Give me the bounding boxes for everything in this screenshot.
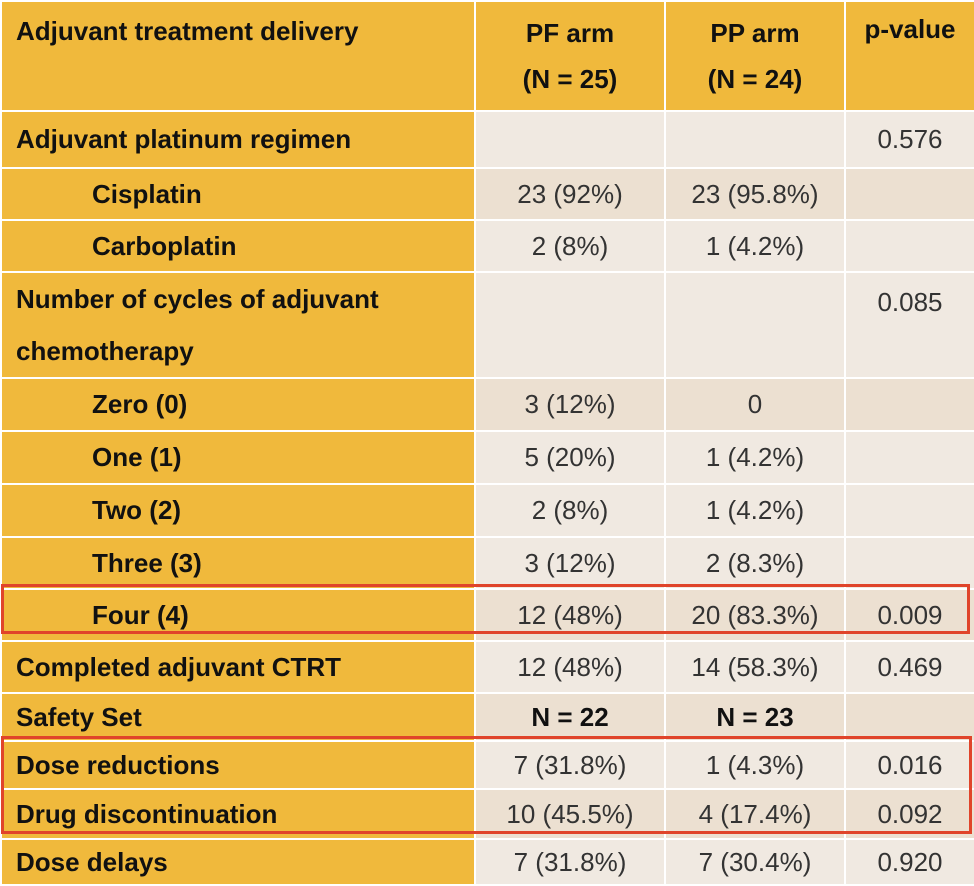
pp-value: 23 (95.8%) <box>664 167 846 221</box>
header-pf-name: PF arm <box>525 18 615 48</box>
header-pp-n: (N = 24) <box>707 64 803 94</box>
pf-value <box>474 271 666 379</box>
pf-value: 5 (20%) <box>474 430 666 485</box>
row-label: Two (2) <box>0 483 476 538</box>
row-label: Four (4) <box>0 588 476 642</box>
row-label: Zero (0) <box>0 377 476 432</box>
pp-value: 14 (58.3%) <box>664 640 846 694</box>
table-row: Three (3) 3 (12%) 2 (8.3%) <box>0 536 974 590</box>
table-row: Dose reductions 7 (31.8%) 1 (4.3%) 0.016 <box>0 740 974 790</box>
table-row: Dose delays 7 (31.8%) 7 (30.4%) 0.920 <box>0 838 974 886</box>
row-label: Cisplatin <box>0 167 476 221</box>
pp-value: 1 (4.2%) <box>664 483 846 538</box>
pf-value: 3 (12%) <box>474 536 666 590</box>
table-row: Adjuvant platinum regimen 0.576 <box>0 110 974 169</box>
table-row: Drug discontinuation 10 (45.5%) 4 (17.4%… <box>0 788 974 840</box>
p-value: 0.092 <box>844 788 974 840</box>
p-value <box>844 377 974 432</box>
row-label: Three (3) <box>0 536 476 590</box>
p-value: 0.009 <box>844 588 974 642</box>
header-row: Adjuvant treatment delivery PF arm (N = … <box>0 0 974 112</box>
row-label-line1: Number of cycles of adjuvant <box>16 284 379 314</box>
pf-value: 3 (12%) <box>474 377 666 432</box>
pp-value: 0 <box>664 377 846 432</box>
row-label: Dose delays <box>0 838 476 886</box>
pf-value: 7 (31.8%) <box>474 838 666 886</box>
pf-value: 10 (45.5%) <box>474 788 666 840</box>
p-value: 0.469 <box>844 640 974 694</box>
row-label: Number of cycles of adjuvant chemotherap… <box>0 271 476 379</box>
p-value <box>844 430 974 485</box>
row-label: Drug discontinuation <box>0 788 476 840</box>
pp-value: 1 (4.3%) <box>664 740 846 790</box>
p-value: 0.576 <box>844 110 974 169</box>
pp-value: 4 (17.4%) <box>664 788 846 840</box>
p-value: 0.085 <box>844 271 974 379</box>
pf-value: 2 (8%) <box>474 483 666 538</box>
pp-value: 7 (30.4%) <box>664 838 846 886</box>
p-value: 0.920 <box>844 838 974 886</box>
p-value <box>844 219 974 273</box>
row-label: Completed adjuvant CTRT <box>0 640 476 694</box>
row-label: One (1) <box>0 430 476 485</box>
header-pp-name: PP arm <box>710 18 800 48</box>
p-value <box>844 483 974 538</box>
pf-value: 12 (48%) <box>474 588 666 642</box>
header-col-pf: PF arm (N = 25) <box>474 0 666 112</box>
table-row: One (1) 5 (20%) 1 (4.2%) <box>0 430 974 485</box>
row-label: Adjuvant platinum regimen <box>0 110 476 169</box>
pp-value: 1 (4.2%) <box>664 219 846 273</box>
pp-value: 1 (4.2%) <box>664 430 846 485</box>
pf-value: 7 (31.8%) <box>474 740 666 790</box>
header-col-treatment: Adjuvant treatment delivery <box>0 0 476 112</box>
row-label-line2: chemotherapy <box>16 336 194 366</box>
header-col-pp: PP arm (N = 24) <box>664 0 846 112</box>
row-label: Dose reductions <box>0 740 476 790</box>
row-label: Safety Set <box>0 692 476 742</box>
header-col-pvalue: p-value <box>844 0 974 112</box>
p-value <box>844 536 974 590</box>
header-pf-n: (N = 25) <box>522 64 618 94</box>
table-row: Cisplatin 23 (92%) 23 (95.8%) <box>0 167 974 221</box>
table-row: Number of cycles of adjuvant chemotherap… <box>0 271 974 379</box>
pf-value <box>474 110 666 169</box>
pp-value: N = 23 <box>664 692 846 742</box>
pp-value <box>664 271 846 379</box>
table-row: Safety Set N = 22 N = 23 <box>0 692 974 742</box>
table-row: Two (2) 2 (8%) 1 (4.2%) <box>0 483 974 538</box>
table-row: Completed adjuvant CTRT 12 (48%) 14 (58.… <box>0 640 974 694</box>
pp-value: 2 (8.3%) <box>664 536 846 590</box>
pf-value: 12 (48%) <box>474 640 666 694</box>
pp-value <box>664 110 846 169</box>
pf-value: 2 (8%) <box>474 219 666 273</box>
row-label: Carboplatin <box>0 219 476 273</box>
p-value <box>844 167 974 221</box>
p-value: 0.016 <box>844 740 974 790</box>
pf-value: 23 (92%) <box>474 167 666 221</box>
table-row: Zero (0) 3 (12%) 0 <box>0 377 974 432</box>
table-row: Carboplatin 2 (8%) 1 (4.2%) <box>0 219 974 273</box>
p-value <box>844 692 974 742</box>
pp-value: 20 (83.3%) <box>664 588 846 642</box>
table-row: Four (4) 12 (48%) 20 (83.3%) 0.009 <box>0 588 974 642</box>
pf-value: N = 22 <box>474 692 666 742</box>
